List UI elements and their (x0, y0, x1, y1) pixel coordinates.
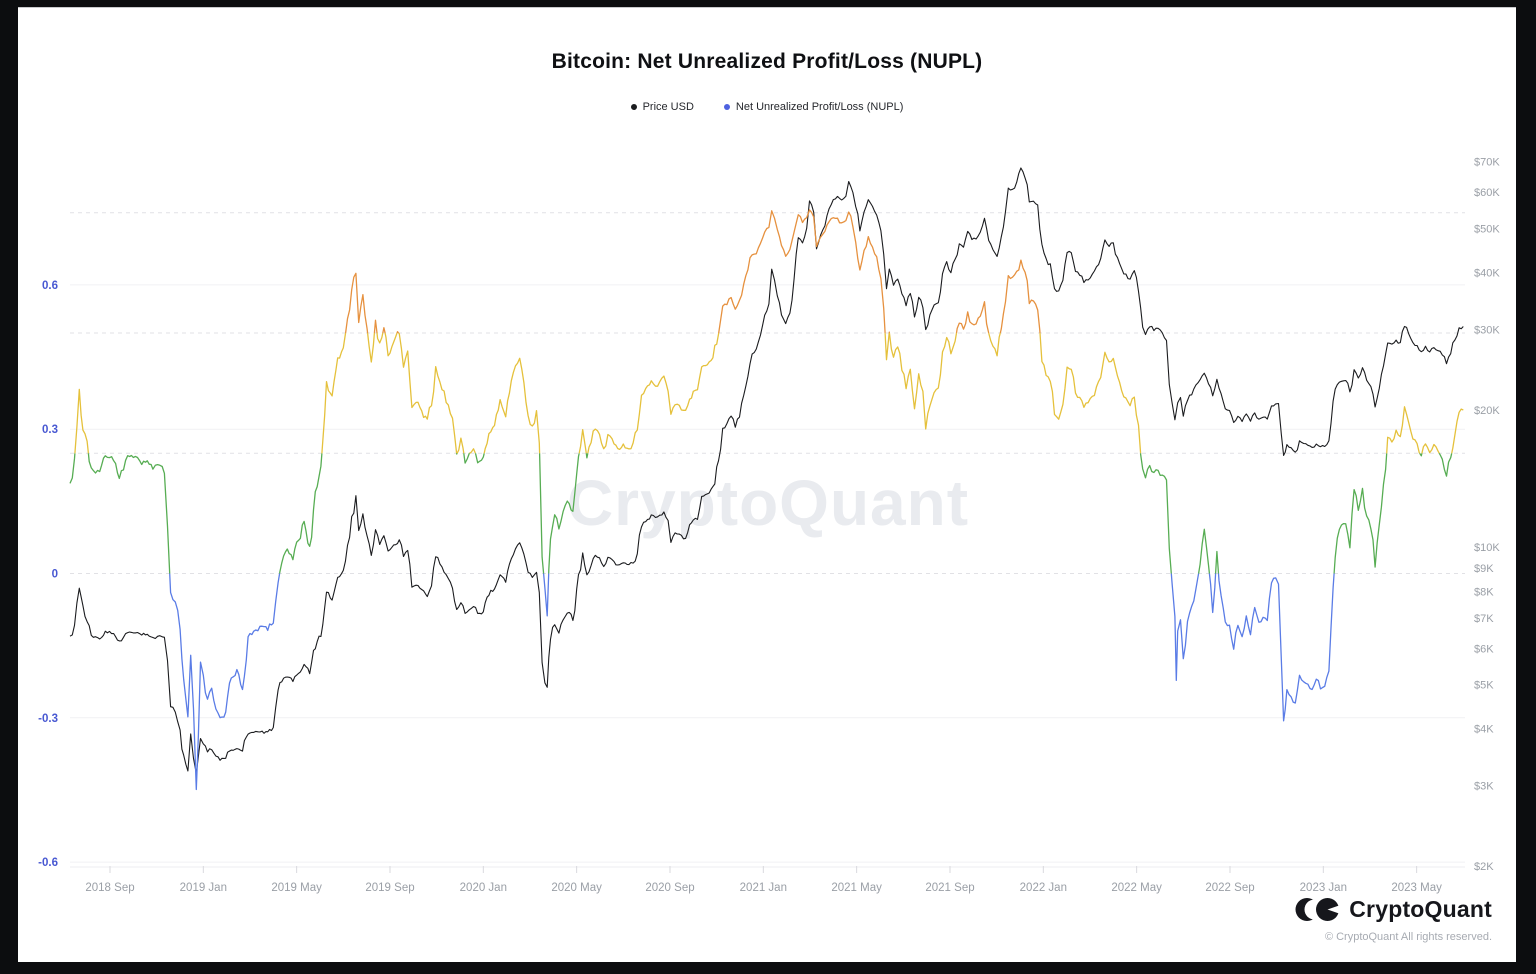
x-axis-tick-label: 2020 May (551, 882, 602, 894)
legend-label: Net Unrealized Profit/Loss (NUPL) (735, 101, 904, 113)
nupl-line-segment (74, 388, 90, 454)
nupl-line-segment (1170, 573, 1200, 681)
left-axis-tick-label: 0.3 (42, 424, 58, 436)
x-axis-tick-label: 2021 Jan (740, 882, 787, 894)
nupl-line-segment (1419, 452, 1423, 457)
nupl-line-segment (587, 332, 720, 454)
cryptoquant-logo-icon (1295, 898, 1340, 921)
nupl-line-segment (1333, 453, 1388, 574)
footer-brand: CryptoQuant (1295, 896, 1492, 923)
nupl-line-segment (455, 452, 458, 455)
nupl-line-segment (169, 573, 281, 791)
legend-item-price-usd[interactable]: Price USD (630, 101, 694, 113)
chart-canvas (18, 7, 1516, 962)
nupl-legend-dot-icon (723, 104, 730, 110)
nupl-line-segment (999, 259, 1041, 334)
nupl-line-segment (474, 453, 485, 464)
right-axis-tick-label: $5K (1474, 679, 1494, 691)
x-axis-tick-label: 2019 May (271, 882, 322, 894)
nupl-line-segment (376, 332, 384, 344)
x-axis-tick-label: 2021 May (831, 882, 882, 894)
nupl-line-segment (578, 428, 587, 454)
right-axis-tick-label: $10K (1474, 542, 1500, 554)
x-axis-tick-label: 2022 Jan (1020, 882, 1067, 894)
nupl-line-segment (718, 209, 886, 334)
nupl-line-segment (1438, 452, 1453, 477)
x-axis-tick-label: 2022 May (1111, 882, 1162, 894)
nupl-line-segment (1039, 332, 1142, 454)
x-axis-tick-label: 2019 Jan (180, 882, 227, 894)
x-axis-tick-label: 2020 Jan (460, 882, 507, 894)
nupl-line-segment (69, 453, 76, 484)
footer-copyright: © CryptoQuant All rights reserved. (1324, 931, 1492, 943)
right-axis-tick-label: $40K (1474, 267, 1500, 279)
nupl-line-segment (463, 452, 470, 464)
nupl-line-segment (382, 327, 386, 334)
right-axis-tick-label: $4K (1474, 724, 1494, 736)
left-axis-tick-label: 0.6 (42, 280, 58, 292)
nupl-line-segment (398, 332, 458, 454)
price-usd-line (69, 167, 1464, 774)
right-axis-tick-label: $50K (1474, 223, 1500, 235)
nupl-line-segment (538, 453, 545, 574)
nupl-line-segment (469, 448, 476, 454)
nupl-line-segment (456, 437, 465, 454)
nupl-line-segment (1217, 573, 1335, 722)
nupl-line-segment (1197, 528, 1211, 574)
right-axis-tick-label: $70K (1474, 157, 1500, 169)
nupl-line-segment (955, 301, 990, 334)
right-axis-tick-label: $20K (1474, 405, 1500, 417)
right-axis-tick-label: $2K (1474, 861, 1494, 873)
nupl-line-segment (1214, 550, 1220, 574)
nupl-line-segment (884, 332, 890, 361)
right-axis-tick-label: $6K (1474, 643, 1494, 655)
chart-title: Bitcoin: Net Unrealized Profit/Loss (NUP… (551, 50, 983, 73)
x-axis-tick-label: 2019 Sep (365, 882, 414, 894)
nupl-line-segment (548, 453, 580, 574)
nupl-line-segment (1421, 443, 1440, 454)
nupl-line-segment (988, 332, 1001, 357)
nupl-line-segment (373, 319, 378, 334)
price-usd-legend-dot-icon (630, 104, 637, 110)
nupl-line-segment (396, 331, 400, 334)
watermark: CryptoQuant (566, 467, 970, 539)
nupl-line-segment (87, 453, 171, 574)
left-axis-tick-label: 0 (52, 569, 58, 581)
legend-label: Price USD (642, 101, 694, 113)
x-axis-tick-label: 2020 Sep (645, 882, 694, 894)
footer-brand-text: CryptoQuant (1349, 896, 1492, 922)
left-axis-tick-label: -0.3 (38, 713, 58, 725)
nupl-line-segment (384, 332, 398, 357)
nupl-line-segment (888, 332, 958, 430)
x-axis-tick-label: 2023 May (1391, 882, 1442, 894)
legend-item-nupl[interactable]: Net Unrealized Profit/Loss (NUPL) (723, 101, 904, 113)
right-axis-tick-label: $3K (1474, 781, 1494, 793)
x-axis-tick-label: 2023 Jan (1300, 882, 1347, 894)
legend: Price USD Net Unrealized Profit/Loss (NU… (18, 101, 1516, 113)
nupl-line-segment (366, 332, 376, 363)
nupl-line-segment (344, 272, 369, 334)
nupl-line-segment (1139, 453, 1172, 574)
nupl-line-segment (321, 332, 347, 454)
nupl-line-segment (585, 453, 589, 459)
x-axis-tick-label: 2022 Sep (1205, 882, 1254, 894)
right-axis-tick-label: $60K (1474, 187, 1500, 199)
x-axis-tick-label: 2021 Sep (925, 882, 974, 894)
right-axis-tick-label: $30K (1474, 324, 1500, 336)
nupl-line-segment (483, 357, 541, 454)
nupl-line-segment (278, 453, 323, 574)
nupl-line-segment (1386, 406, 1421, 454)
left-axis-tick-label: -0.6 (38, 857, 58, 869)
nupl-line-segment (542, 573, 550, 617)
nupl-line-segment (1451, 408, 1464, 454)
right-axis-tick-label: $7K (1474, 613, 1494, 625)
x-axis-tick-label: 2018 Sep (85, 882, 134, 894)
right-axis-tick-label: $9K (1474, 563, 1494, 575)
right-axis-tick-label: $8K (1474, 586, 1494, 598)
nupl-line-segment (1208, 573, 1217, 614)
